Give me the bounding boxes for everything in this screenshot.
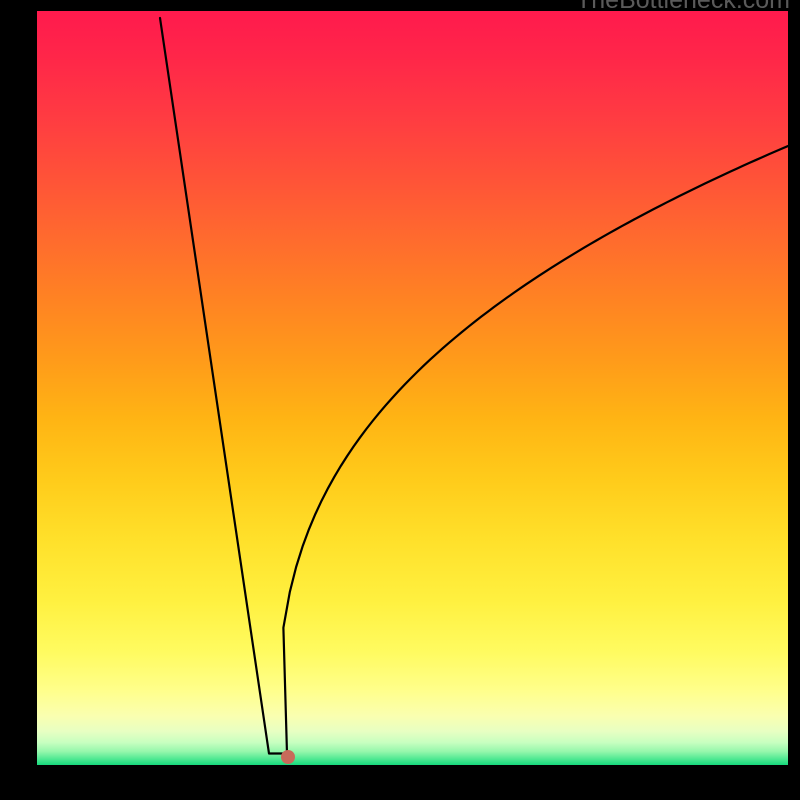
chart-frame: TheBottleneck.com xyxy=(0,0,800,800)
plot-area xyxy=(37,11,788,765)
marker-layer xyxy=(37,11,788,765)
watermark-text: TheBottleneck.com xyxy=(576,0,790,15)
vertex-marker-dot xyxy=(281,750,295,764)
